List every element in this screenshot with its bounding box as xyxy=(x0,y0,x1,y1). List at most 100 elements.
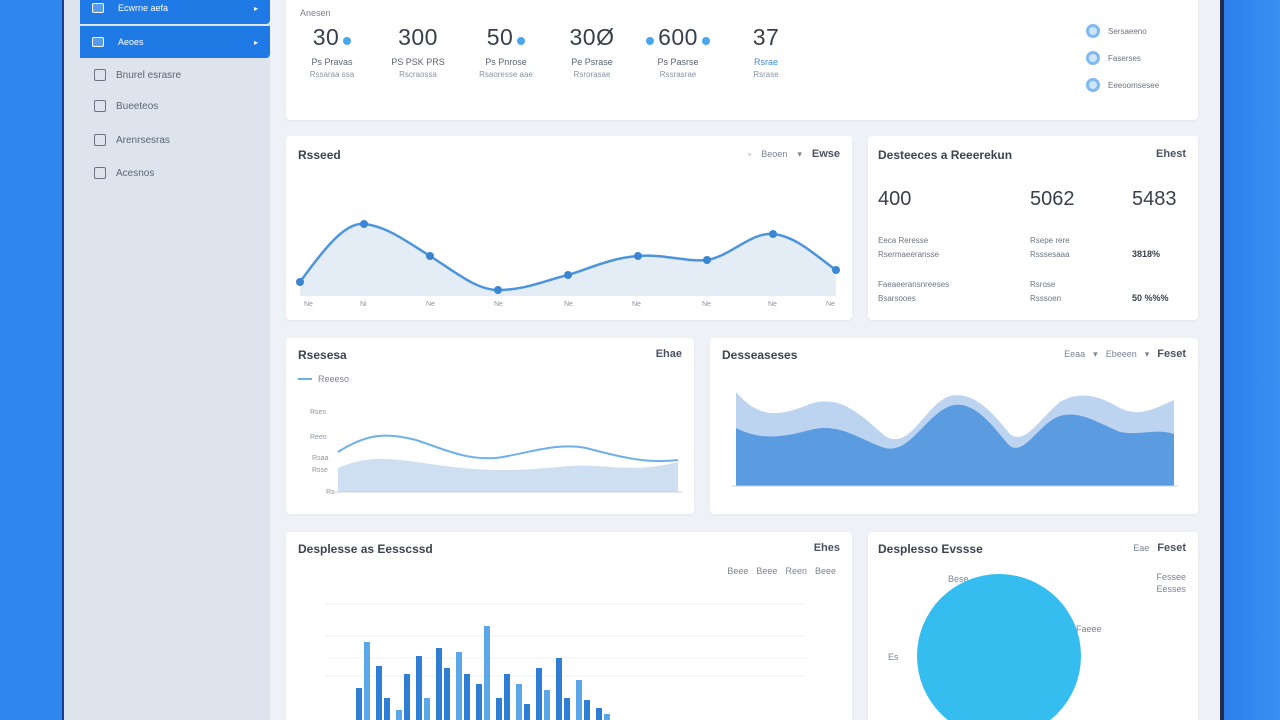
sidebar: Ecwrne aefa ▸ Aeoes ▸ Bnurel esrasre Bue… xyxy=(64,0,270,720)
bar[interactable] xyxy=(476,684,482,720)
range-select[interactable]: Beoen xyxy=(761,149,788,159)
chevron-down-icon: ▾ xyxy=(1093,348,1098,359)
sidebar-item-primary[interactable]: Ecwrne aefa ▸ xyxy=(80,0,270,24)
bar[interactable] xyxy=(456,652,462,720)
bar[interactable] xyxy=(584,700,590,720)
kpi-label: Rsrae xyxy=(753,57,778,67)
view-link[interactable]: Ehest xyxy=(1156,148,1186,160)
kpi-value: 300 xyxy=(398,24,438,50)
bar[interactable] xyxy=(416,656,422,720)
sidebar-item-2[interactable]: Bnurel esrasre xyxy=(94,69,181,81)
stat-percent: 3818% xyxy=(1132,249,1161,259)
bar[interactable] xyxy=(536,668,542,720)
kpi-value: 600 xyxy=(658,24,698,50)
x-tick: Ne xyxy=(564,301,573,308)
filter-select[interactable]: Eae xyxy=(1133,543,1150,553)
bar[interactable] xyxy=(396,710,402,720)
data-point[interactable] xyxy=(360,220,368,228)
bar[interactable] xyxy=(484,626,490,720)
legend-item[interactable]: Faserses xyxy=(1086,51,1141,65)
stats-card: Desteeces a Reeerekun Ehest 400 5062 548… xyxy=(868,136,1198,320)
kpi-item[interactable]: 300 PS PSK PRS Rscraossa xyxy=(378,24,458,79)
data-point[interactable] xyxy=(564,271,572,279)
shield-icon xyxy=(92,3,104,13)
kpi-item[interactable]: 30Ø Pe Psrase Rsrorasae xyxy=(552,24,632,79)
sidebar-item-3[interactable]: Bueeteos xyxy=(94,100,158,112)
card-title: Desplesse as Eesscssd xyxy=(298,542,433,556)
kpi-item[interactable]: 600 Ps Pasrse Rssrasrae xyxy=(638,24,718,79)
x-tick: Ne xyxy=(702,301,711,308)
data-point[interactable] xyxy=(832,266,840,274)
bar[interactable] xyxy=(444,668,450,720)
bar[interactable] xyxy=(556,658,562,720)
sidebar-item-4[interactable]: Arenrsesras xyxy=(94,134,170,146)
bar[interactable] xyxy=(524,704,530,720)
kpi-label: Ps Pnrose xyxy=(485,57,527,67)
reset-link[interactable]: Feset xyxy=(1157,542,1186,554)
bar[interactable] xyxy=(516,684,522,720)
legend-item: Reeeso xyxy=(298,374,349,384)
range-select[interactable]: Ebeeen xyxy=(1105,349,1137,359)
sidebar-item-secondary[interactable]: Aeoes ▸ xyxy=(80,26,270,58)
kpi-value: 30Ø xyxy=(569,24,615,50)
kpi-sublabel: Rsrorasae xyxy=(573,70,611,79)
data-point[interactable] xyxy=(296,278,304,286)
server-icon xyxy=(94,134,106,146)
data-point[interactable] xyxy=(494,286,502,294)
reset-link[interactable]: Feset xyxy=(1157,348,1186,360)
bar[interactable] xyxy=(404,674,410,720)
sidebar-item-5[interactable]: Acesnos xyxy=(94,167,154,179)
stat-value: 5483 xyxy=(1132,188,1177,210)
y-tick: Rs xyxy=(326,489,335,496)
kpi-item[interactable]: 37 Rsrae Rsrase xyxy=(726,24,806,79)
kpi-item[interactable]: 30 Ps Pravas Rssaraa ssa xyxy=(292,24,372,79)
card-title: Desseaseses xyxy=(722,348,798,362)
view-link[interactable]: Ehes xyxy=(813,542,840,554)
desktop-background xyxy=(1224,0,1280,720)
pie-chart-card: Desplesso Evssse Eae Feset Bese Fessee E… xyxy=(868,532,1198,720)
data-point[interactable] xyxy=(703,256,711,264)
view-link[interactable]: Ewse xyxy=(811,148,840,160)
kpi-sublabel: Rssrasrae xyxy=(659,70,697,79)
database-icon xyxy=(94,69,106,81)
legend-label: Reeeso xyxy=(318,374,350,384)
card-title: Rsesesa xyxy=(298,348,347,362)
chart-controls: Eae Feset xyxy=(1133,542,1186,554)
kpi-sublabel: Rsrase xyxy=(753,70,779,79)
bar[interactable] xyxy=(364,642,370,720)
bar[interactable] xyxy=(596,708,602,720)
legend-item[interactable]: Sersaeeno xyxy=(1086,24,1147,38)
bar[interactable] xyxy=(384,698,390,720)
data-point[interactable] xyxy=(426,252,434,260)
pie-slice[interactable] xyxy=(917,574,1081,720)
bar[interactable] xyxy=(356,688,362,720)
data-point[interactable] xyxy=(769,230,777,238)
bar[interactable] xyxy=(464,674,470,720)
bar[interactable] xyxy=(376,666,382,720)
bar[interactable] xyxy=(576,680,582,720)
view-link[interactable]: Ehae xyxy=(655,348,682,360)
legend-marker-icon xyxy=(1086,24,1100,38)
data-point[interactable] xyxy=(634,252,642,260)
filter-icon: ▫ xyxy=(748,149,752,159)
kpi-card: Anesen 30 Ps Pravas Rssaraa ssa 300 PS P… xyxy=(286,0,1198,120)
filter-select[interactable]: Eeaa xyxy=(1064,349,1086,359)
bar[interactable] xyxy=(544,690,550,720)
legend-marker-icon xyxy=(1086,78,1100,92)
folder-icon xyxy=(92,37,104,47)
card-title: Desteeces a Reeerekun xyxy=(878,148,1013,162)
kpi-item[interactable]: 50 Ps Pnrose Rsaoresse aae xyxy=(466,24,546,79)
card-title: Desplesso Evssse xyxy=(878,542,983,556)
bar[interactable] xyxy=(436,648,442,720)
bar[interactable] xyxy=(504,674,510,720)
card-title: Rsseed xyxy=(298,148,341,162)
kpi-sublabel: Rssaraa ssa xyxy=(309,70,355,79)
legend-item[interactable]: Eeeoomsesee xyxy=(1086,78,1159,92)
chart-controls: ▫ Beoen ▾ Ewse xyxy=(748,148,840,160)
bar[interactable] xyxy=(424,698,430,720)
bar[interactable] xyxy=(604,714,610,720)
database-icon xyxy=(94,100,106,112)
stat-label: Rsermaeeransse xyxy=(878,250,939,259)
bar[interactable] xyxy=(564,698,570,720)
bar[interactable] xyxy=(496,698,502,720)
